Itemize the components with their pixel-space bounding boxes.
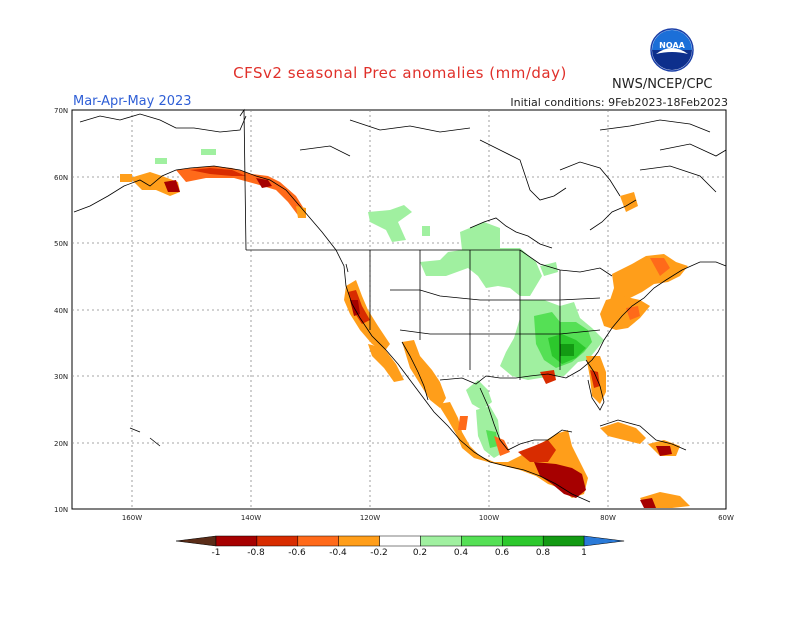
- lat-label: 60N: [54, 174, 68, 182]
- colorbar-swatch: [502, 535, 544, 547]
- lat-label: 50N: [54, 240, 68, 248]
- initial-conditions-label: Initial conditions: 9Feb2023-18Feb2023: [510, 96, 728, 109]
- colorbar-swatch: [461, 535, 503, 547]
- colorbar-label: 0.6: [495, 548, 510, 558]
- lon-label: 160W: [122, 514, 142, 522]
- colorbar-swatch: [256, 535, 299, 547]
- colorbar-swatch: [583, 535, 625, 547]
- lon-label: 100W: [479, 514, 499, 522]
- lon-label: 120W: [360, 514, 380, 522]
- colorbar-swatch: [215, 535, 258, 547]
- colorbar-swatch: [175, 535, 217, 547]
- colorbar-swatch: [297, 535, 339, 547]
- lat-labels: 70N 60N 50N 40N 30N 20N 10N: [54, 107, 68, 514]
- colorbar-label: -0.6: [288, 548, 306, 558]
- colorbar-swatch: [542, 535, 585, 547]
- colorbar-label: 0.2: [413, 548, 427, 558]
- colorbar-label: -0.8: [247, 548, 265, 558]
- logo-text: NOAA: [659, 41, 685, 50]
- season-label: Mar-Apr-May 2023: [73, 94, 192, 109]
- lat-label: 20N: [54, 440, 68, 448]
- lat-label: 70N: [54, 107, 68, 115]
- colorbar-swatch: [420, 535, 462, 547]
- lat-label: 40N: [54, 307, 68, 315]
- agency-label: NWS/NCEP/CPC: [612, 77, 713, 92]
- lat-label: 30N: [54, 373, 68, 381]
- lon-label: 80W: [600, 514, 616, 522]
- coastlines: [73, 108, 727, 503]
- colorbar-swatch: [379, 535, 421, 547]
- noaa-logo: NOAA: [650, 28, 694, 72]
- colorbar-label: 0.4: [454, 548, 469, 558]
- lon-label: 140W: [241, 514, 261, 522]
- lat-label: 10N: [54, 506, 68, 514]
- map-title: CFSv2 seasonal Prec anomalies (mm/day): [233, 64, 567, 82]
- colorbar-label: 0.8: [536, 548, 551, 558]
- colorbar-legend: [175, 535, 625, 547]
- colorbar-swatch: [338, 535, 380, 547]
- colorbar-label: -0.2: [370, 548, 388, 558]
- colorbar-label: -1: [212, 548, 221, 558]
- lon-labels: 160W 140W 120W 100W 80W 60W: [122, 514, 734, 522]
- lon-label: 60W: [718, 514, 734, 522]
- colorbar-label: 1: [581, 548, 587, 558]
- colorbar-labels: -1 -0.8 -0.6 -0.4 -0.2 0.2 0.4 0.6 0.8 1: [212, 548, 587, 558]
- colorbar-label: -0.4: [329, 548, 347, 558]
